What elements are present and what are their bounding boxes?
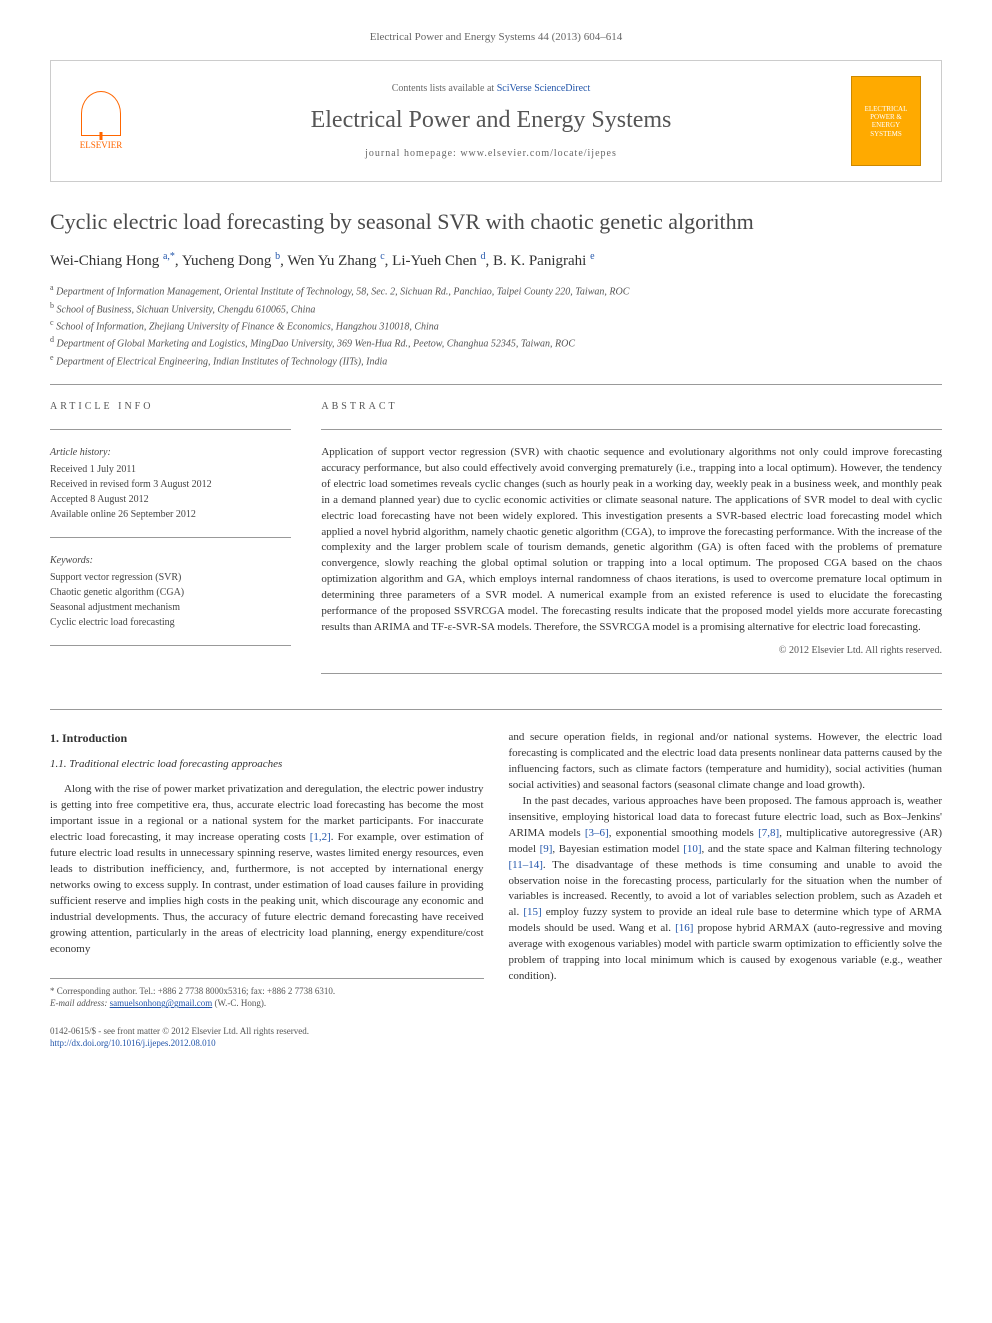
homepage-prefix: journal homepage:: [365, 148, 460, 159]
abstract-heading: ABSTRACT: [321, 400, 942, 414]
article-title: Cyclic electric load forecasting by seas…: [50, 207, 942, 238]
history-line: Available online 26 September 2012: [50, 507, 291, 522]
left-column: 1. Introduction 1.1. Traditional electri…: [50, 730, 484, 1010]
contents-line: Contents lists available at SciVerse Sci…: [151, 82, 831, 96]
journal-header-box: ELSEVIER Contents lists available at Sci…: [50, 60, 942, 182]
article-history-block: Article history: Received 1 July 2011Rec…: [50, 445, 291, 522]
history-line: Received in revised form 3 August 2012: [50, 477, 291, 492]
divider: [50, 384, 942, 385]
article-info-heading: ARTICLE INFO: [50, 400, 291, 414]
divider: [50, 537, 291, 538]
corr-email-suffix: (W.-C. Hong).: [214, 998, 266, 1008]
page-footer: 0142-0615/$ - see front matter © 2012 El…: [50, 1025, 942, 1050]
keyword-line: Support vector regression (SVR): [50, 570, 291, 585]
keyword-line: Cyclic electric load forecasting: [50, 615, 291, 630]
subsection-1-1-heading: 1.1. Traditional electric load forecasti…: [50, 757, 484, 772]
affiliation-line: d Department of Global Marketing and Log…: [50, 334, 942, 351]
publisher-name: ELSEVIER: [80, 139, 123, 152]
body-paragraph: In the past decades, various approaches …: [509, 794, 943, 985]
corr-label: * Corresponding author. Tel.: +886 2 773…: [50, 985, 484, 998]
abstract-copyright: © 2012 Elsevier Ltd. All rights reserved…: [321, 644, 942, 658]
affiliation-line: a Department of Information Management, …: [50, 282, 942, 299]
body-paragraph: Along with the rise of power market priv…: [50, 782, 484, 957]
affiliation-line: e Department of Electrical Engineering, …: [50, 352, 942, 369]
corresponding-author-note: * Corresponding author. Tel.: +886 2 773…: [50, 978, 484, 1010]
sciencedirect-link[interactable]: SciVerse ScienceDirect: [497, 83, 591, 94]
footer-copyright: 0142-0615/$ - see front matter © 2012 El…: [50, 1025, 942, 1038]
body-paragraph: and secure operation fields, in regional…: [509, 730, 943, 794]
abstract-column: ABSTRACT Application of support vector r…: [321, 400, 942, 689]
history-line: Accepted 8 August 2012: [50, 492, 291, 507]
keyword-line: Seasonal adjustment mechanism: [50, 600, 291, 615]
abstract-text: Application of support vector regression…: [321, 445, 942, 636]
header-citation: Electrical Power and Energy Systems 44 (…: [50, 30, 942, 45]
keywords-block: Keywords: Support vector regression (SVR…: [50, 553, 291, 630]
divider: [50, 645, 291, 646]
contents-prefix: Contents lists available at: [392, 83, 497, 94]
body-two-columns: 1. Introduction 1.1. Traditional electri…: [50, 730, 942, 1010]
keyword-line: Chaotic genetic algorithm (CGA): [50, 585, 291, 600]
elsevier-logo: ELSEVIER: [71, 86, 131, 156]
corr-email-link[interactable]: samuelsonhong@gmail.com: [110, 998, 213, 1008]
article-info-column: ARTICLE INFO Article history: Received 1…: [50, 400, 291, 689]
info-abstract-row: ARTICLE INFO Article history: Received 1…: [50, 400, 942, 689]
header-center: Contents lists available at SciVerse Sci…: [151, 82, 831, 162]
history-subheading: Article history:: [50, 445, 291, 460]
divider: [50, 709, 942, 710]
journal-name: Electrical Power and Energy Systems: [151, 104, 831, 138]
authors-list: Wei-Chiang Hong a,*, Yucheng Dong b, Wen…: [50, 250, 942, 272]
affiliations-list: a Department of Information Management, …: [50, 282, 942, 369]
divider: [321, 673, 942, 674]
right-column: and secure operation fields, in regional…: [509, 730, 943, 1010]
divider: [321, 429, 942, 430]
affiliation-line: b School of Business, Sichuan University…: [50, 300, 942, 317]
section-1-heading: 1. Introduction: [50, 730, 484, 747]
affiliation-line: c School of Information, Zhejiang Univer…: [50, 317, 942, 334]
journal-cover-thumbnail: ELECTRICAL POWER & ENERGY SYSTEMS: [851, 76, 921, 166]
homepage-url[interactable]: www.elsevier.com/locate/ijepes: [460, 148, 617, 159]
keywords-subheading: Keywords:: [50, 553, 291, 568]
doi-link[interactable]: http://dx.doi.org/10.1016/j.ijepes.2012.…: [50, 1038, 216, 1048]
journal-homepage: journal homepage: www.elsevier.com/locat…: [151, 147, 831, 161]
elsevier-tree-icon: [81, 91, 121, 136]
history-line: Received 1 July 2011: [50, 462, 291, 477]
email-label: E-mail address:: [50, 998, 107, 1008]
divider: [50, 429, 291, 430]
